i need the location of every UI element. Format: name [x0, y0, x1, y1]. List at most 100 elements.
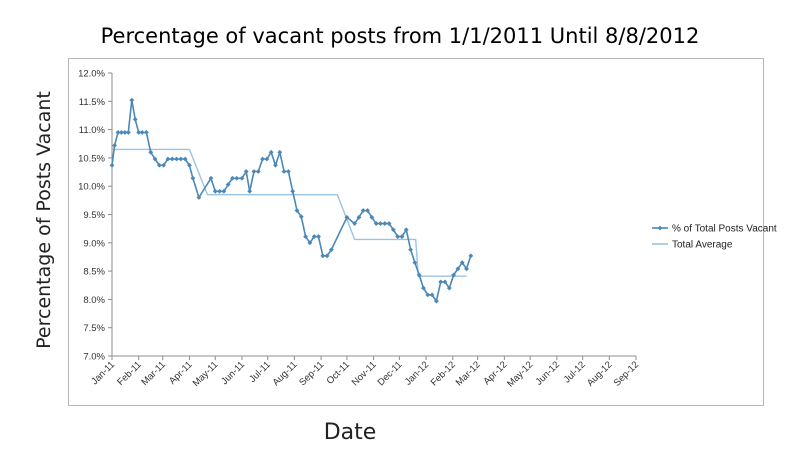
data-point — [425, 292, 431, 298]
y-tick-label: 11.0% — [79, 125, 106, 136]
y-tick-label: 11.5% — [79, 97, 106, 108]
data-point — [255, 169, 261, 174]
legend-item-0: % of Total Posts Vacant — [652, 224, 777, 235]
data-point — [285, 169, 291, 174]
data-point — [125, 130, 131, 135]
data-point — [395, 234, 401, 239]
data-point — [438, 279, 444, 285]
data-point — [382, 221, 388, 226]
data-point — [247, 188, 253, 194]
x-tick-label: Aug-12 — [585, 359, 614, 388]
y-tick-label: 10.0% — [78, 182, 105, 193]
data-point — [378, 221, 383, 226]
x-tick-label: Dec-11 — [376, 359, 405, 388]
x-tick-label: Sep-11 — [297, 359, 326, 388]
x-tick-label: Nov-11 — [350, 359, 379, 388]
data-point — [148, 149, 154, 155]
data-point — [234, 175, 240, 181]
data-point — [455, 266, 461, 272]
chart-title: Percentage of vacant posts from 1/1/2011… — [100, 24, 700, 48]
y-tick-label: 9.5% — [83, 210, 105, 221]
x-tick-label: Mar-11 — [139, 359, 168, 388]
data-point — [264, 156, 270, 162]
axes-layer: 7.0% 7.5% 8.0% 8.5% 9.0% 9.5% 10.0% 10.5% 11.0% 1… — [78, 69, 641, 390]
data-point — [408, 247, 413, 252]
data-point — [369, 214, 375, 220]
data-point — [311, 234, 317, 239]
data-point — [161, 162, 167, 168]
data-point — [190, 175, 196, 181]
x-tick-label: Jan-11 — [89, 359, 117, 387]
x-tick-label: Oct-11 — [325, 359, 352, 386]
y-tick-label: 7.0% — [83, 352, 105, 363]
x-tick-label: May-11 — [191, 359, 221, 389]
data-point — [365, 208, 370, 213]
data-point — [281, 169, 287, 174]
data-point — [119, 130, 124, 135]
series-line — [111, 99, 472, 302]
data-point — [251, 169, 257, 174]
data-point — [386, 221, 392, 226]
data-point — [290, 188, 296, 194]
data-point — [459, 260, 465, 266]
data-point — [268, 149, 274, 155]
data-point — [446, 285, 452, 291]
y-tick-label: 10.5% — [78, 153, 105, 164]
x-tick-label: Jan-12 — [403, 359, 431, 387]
data-point — [316, 234, 321, 239]
series-layer — [109, 97, 474, 304]
data-point — [136, 130, 142, 135]
data-point — [451, 272, 456, 278]
data-point — [144, 130, 149, 135]
data-point — [373, 221, 379, 226]
data-point — [403, 227, 409, 233]
legend: % of Total Posts Vacant Total Average — [652, 224, 777, 251]
data-point — [468, 253, 474, 259]
chart-frame — [68, 58, 764, 406]
data-point — [225, 182, 231, 187]
data-point — [239, 175, 245, 181]
data-point — [277, 149, 283, 155]
x-tick-label: May-12 — [505, 359, 535, 389]
data-point — [399, 234, 405, 239]
data-point — [260, 156, 265, 162]
data-point — [208, 175, 214, 181]
data-point — [356, 214, 362, 220]
data-point — [132, 117, 138, 122]
data-point — [169, 156, 175, 162]
data-point — [464, 266, 469, 272]
x-tick-label: Aug-11 — [271, 359, 300, 388]
x-tick-label: Feb-12 — [429, 359, 458, 388]
data-point — [416, 272, 422, 278]
data-point — [115, 130, 121, 135]
x-axis-title: Date — [323, 420, 377, 445]
y-tick-label: 7.5% — [83, 323, 105, 334]
x-tick-label: Jul-11 — [247, 359, 273, 385]
data-point — [174, 156, 179, 162]
data-point — [273, 162, 278, 168]
y-tick-label: 12.0% — [78, 69, 105, 80]
data-point — [360, 208, 366, 213]
data-point — [442, 279, 448, 285]
data-point — [230, 175, 235, 181]
data-point — [221, 188, 227, 194]
data-point — [122, 130, 128, 135]
data-point — [165, 156, 171, 162]
x-tick-label: Jun-12 — [534, 359, 562, 387]
legend-item-1: Total Average — [652, 240, 733, 251]
data-point — [217, 188, 222, 194]
x-tick-label: Mar-12 — [454, 359, 483, 388]
y-tick-label: 9.0% — [83, 238, 105, 249]
y-tick-label: 8.5% — [83, 267, 105, 278]
data-point — [352, 221, 358, 226]
x-tick-label: Sep-12 — [612, 359, 641, 388]
legend-label: Total Average — [672, 240, 733, 251]
data-point — [187, 162, 192, 168]
data-point — [429, 292, 435, 298]
x-tick-label: Apr-11 — [167, 359, 194, 386]
data-point — [139, 130, 145, 135]
data-point — [196, 195, 202, 200]
data-point — [129, 97, 135, 103]
data-point — [156, 162, 162, 168]
